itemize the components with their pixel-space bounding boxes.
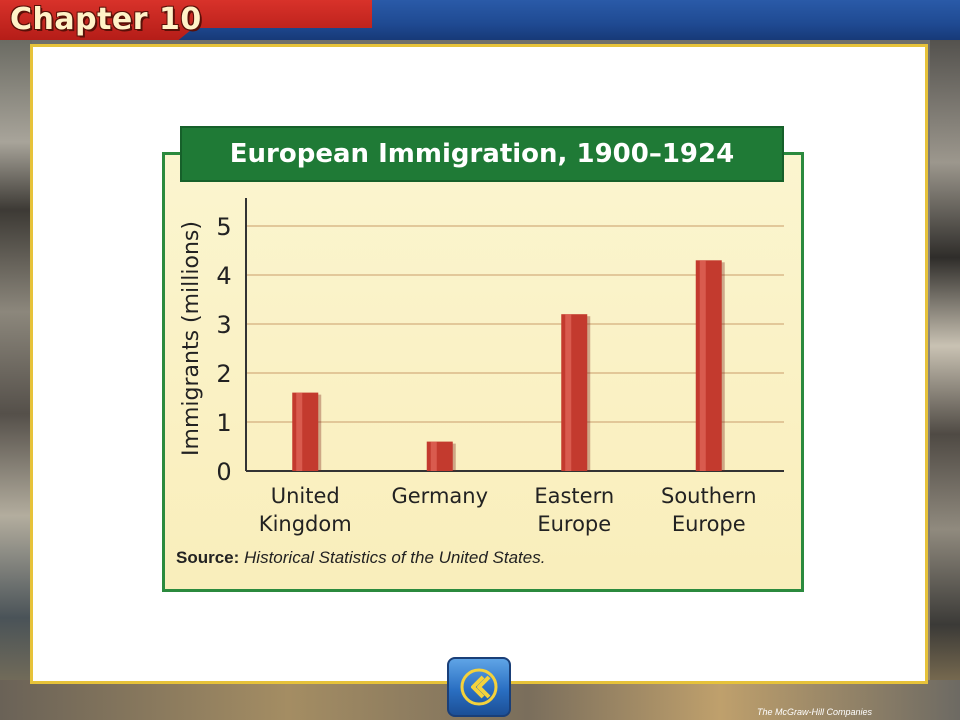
y-tick-label: 5	[216, 213, 231, 241]
x-category-label: Southern	[661, 484, 757, 508]
bar-highlight	[430, 441, 437, 471]
y-tick-label: 4	[216, 262, 231, 290]
left-photo-collage	[0, 40, 32, 720]
x-category-label: Kingdom	[259, 512, 352, 536]
y-tick-label: 3	[216, 311, 231, 339]
chart-title: European Immigration, 1900–1924	[229, 139, 735, 169]
bar	[292, 392, 319, 471]
bar	[695, 260, 722, 471]
x-category-label: Eastern	[534, 484, 614, 508]
back-button[interactable]	[447, 657, 511, 717]
y-axis-label: Immigrants (millions)	[179, 221, 204, 456]
y-tick-label: 1	[216, 409, 231, 437]
bar-highlight	[565, 314, 572, 471]
source-label: Source:	[176, 548, 240, 567]
bar	[561, 314, 588, 471]
source-note: Source: Historical Statistics of the Uni…	[176, 548, 545, 568]
source-text: Historical Statistics of the United Stat…	[244, 548, 546, 567]
footer-brand: The McGraw-Hill Companies	[756, 707, 872, 717]
x-category-label: United	[271, 484, 340, 508]
bar-chart: 0 1 2 3 4 5 Immigrants (millions) United Kingdom…	[179, 198, 784, 536]
chart-title-banner: European Immigration, 1900–1924	[180, 126, 784, 182]
y-tick-label: 2	[216, 360, 231, 388]
x-category-label: Germany	[391, 484, 488, 508]
y-tick-label: 0	[216, 458, 231, 486]
right-photo-collage	[930, 40, 960, 720]
bar	[426, 441, 453, 471]
bar-highlight	[699, 260, 706, 471]
bar-highlight	[296, 392, 303, 471]
x-category-label: Europe	[672, 512, 746, 536]
x-category-label: Europe	[537, 512, 611, 536]
chapter-title: Chapter 10	[10, 2, 202, 37]
back-arrow-icon	[460, 668, 498, 706]
